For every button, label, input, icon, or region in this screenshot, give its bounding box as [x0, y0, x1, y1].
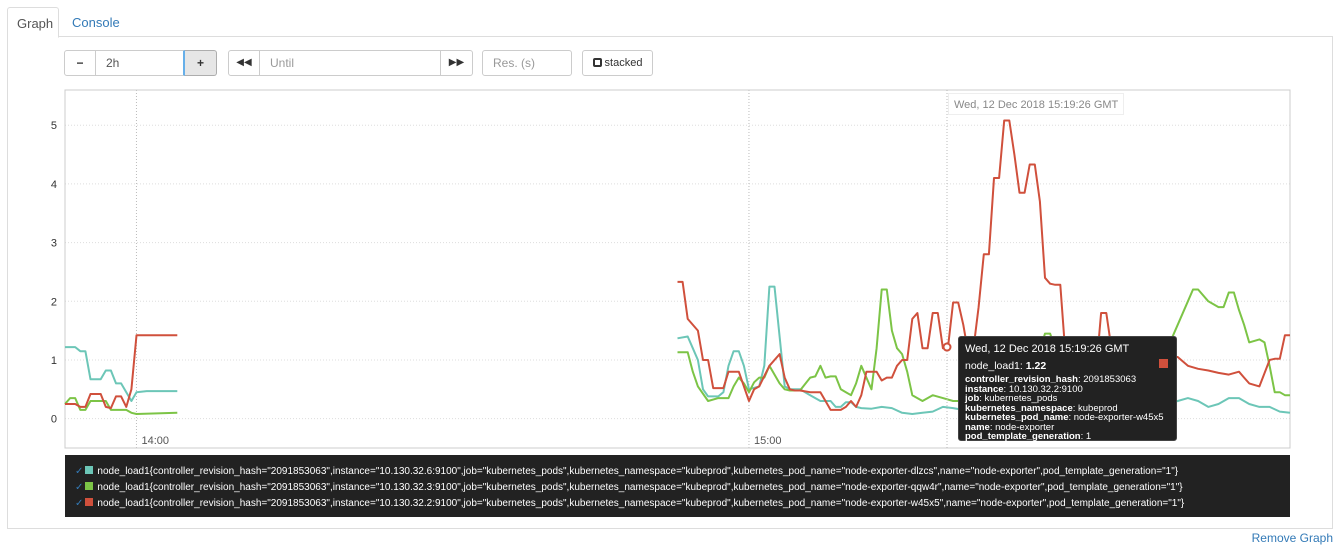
- tooltip-label-value: : node-exporter: [989, 421, 1055, 433]
- tooltip-label-value: : 1: [1080, 431, 1092, 442]
- range-increase-button[interactable]: +: [185, 50, 217, 76]
- legend: ✓ node_load1{controller_revision_hash="20…: [65, 455, 1290, 517]
- series-segment: [64, 397, 178, 415]
- tab-bar: Graph Console: [7, 7, 1333, 38]
- tooltip-label-value: : 2091853063: [1077, 374, 1137, 385]
- tooltip-label-key: kubernetes_namespace: [965, 402, 1073, 414]
- series-segment: [677, 288, 1290, 402]
- tooltip: Wed, 12 Dec 2018 15:19:26 GMT node_load1…: [958, 336, 1177, 441]
- tooltip-label-key: pod_template_generation: [965, 431, 1081, 442]
- tooltip-label-key: controller_revision_hash: [965, 374, 1078, 385]
- hover-point: [942, 342, 952, 352]
- tooltip-label-key: name: [965, 421, 990, 433]
- tooltip-label-row: pod_template_generation: 1: [965, 432, 1170, 442]
- tooltip-label-row: controller_revision_hash: 2091853063: [965, 375, 1170, 385]
- tooltip-label-key: job: [965, 393, 980, 404]
- hover-layer: [942, 90, 952, 448]
- tooltip-label-row: instance: 10.130.32.2:9100: [965, 383, 1170, 395]
- y-tick-label: 3: [51, 238, 57, 250]
- x-tick-label: 15:00: [754, 435, 782, 447]
- x-tick-label: 14:00: [141, 435, 169, 447]
- time-back-button[interactable]: ◀◀: [228, 50, 260, 76]
- legend-item[interactable]: ✓ node_load1{controller_revision_hash="20…: [75, 496, 1290, 512]
- series-line: [64, 288, 1290, 415]
- plot-frame: [64, 89, 1291, 449]
- y-tick-label: 2: [51, 296, 57, 308]
- tooltip-date: Wed, 12 Dec 2018 15:19:26 GMT: [965, 343, 1130, 355]
- legend-swatch: [85, 498, 94, 506]
- legend-label: node_load1{controller_revision_hash="209…: [97, 498, 1185, 509]
- stacked-label: stacked: [604, 57, 643, 69]
- range-input[interactable]: 2h: [96, 50, 185, 76]
- tooltip-label-value: : 10.130.32.2:9100: [1003, 383, 1083, 395]
- tab-console[interactable]: Console: [72, 15, 120, 30]
- tooltip-label-row: job: kubernetes_pods: [965, 394, 1170, 404]
- y-tick-label: 5: [51, 120, 57, 132]
- tooltip-label-row: kubernetes_pod_name: node-exporter-w45x5: [965, 413, 1170, 423]
- legend-label: node_load1{controller_revision_hash="209…: [97, 482, 1183, 493]
- remove-graph-link[interactable]: Remove Graph: [1251, 531, 1333, 545]
- resolution-input[interactable]: Res. (s): [482, 50, 572, 76]
- y-tick-label: 1: [51, 355, 57, 367]
- until-input[interactable]: Until: [260, 50, 441, 76]
- tooltip-metric-name: node_load1: [965, 360, 1020, 372]
- tooltip-labels: controller_revision_hash: 2091853063 inst…: [965, 375, 1170, 442]
- check-icon: ✓: [75, 466, 84, 477]
- tooltip-value: 1.22: [1025, 360, 1047, 372]
- checkbox-icon: [592, 58, 602, 67]
- time-forward-button[interactable]: ▶▶: [441, 50, 473, 76]
- legend-item[interactable]: ✓ node_load1{controller_revision_hash="20…: [75, 464, 1290, 480]
- range-decrease-button[interactable]: −: [64, 50, 96, 76]
- axes: 0 1 2 3 4 5 14:00 15:00: [51, 89, 1291, 449]
- legend-swatch: [85, 466, 94, 474]
- tab-graph[interactable]: Graph: [7, 7, 59, 38]
- check-icon: ✓: [75, 498, 84, 509]
- stacked-toggle-button[interactable]: stacked: [582, 50, 653, 76]
- check-icon: ✓: [75, 482, 84, 493]
- tooltip-label-key: kubernetes_pod_name: [965, 412, 1069, 423]
- tooltip-label-value: : node-exporter-w45x5: [1068, 412, 1164, 423]
- hover-time-label: Wed, 12 Dec 2018 15:19:26 GMT: [948, 93, 1125, 115]
- series-segment: [65, 346, 178, 402]
- tooltip-label-key: instance: [965, 383, 1004, 395]
- y-tick-label: 4: [51, 179, 57, 191]
- tooltip-label-row: kubernetes_namespace: kubeprod: [965, 402, 1170, 414]
- tooltip-label-row: name: node-exporter: [965, 421, 1170, 433]
- tooltip-label-value: : kubernetes_pods: [979, 393, 1058, 404]
- legend-label: node_load1{controller_revision_hash="209…: [97, 466, 1179, 477]
- y-tick-label: 0: [51, 414, 57, 426]
- legend-item[interactable]: ✓ node_load1{controller_revision_hash="20…: [75, 480, 1290, 496]
- graph-panel: [7, 37, 1333, 529]
- tooltip-color-swatch: [1159, 359, 1168, 368]
- tooltip-label-value: : kubeprod: [1072, 402, 1118, 414]
- tooltip-metric: node_load1: 1.22: [965, 360, 1047, 372]
- legend-swatch: [85, 482, 94, 490]
- series-segment: [65, 334, 178, 410]
